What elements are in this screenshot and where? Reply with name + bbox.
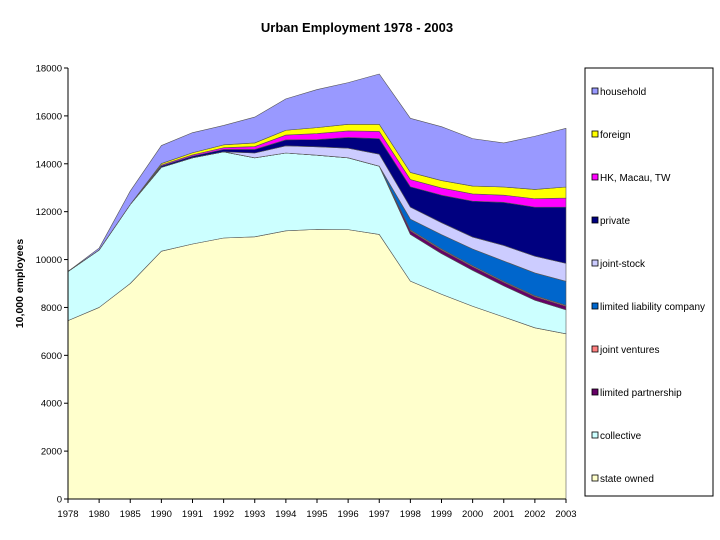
legend-label: private: [600, 216, 630, 227]
y-tick-label: 16000: [36, 111, 62, 122]
legend-swatch: [591, 345, 599, 353]
legend-swatch: [591, 173, 599, 181]
legend-label: household: [600, 87, 646, 98]
legend-label: collective: [600, 431, 642, 442]
legend-label: joint ventures: [599, 345, 659, 356]
legend-label: HK, Macau, TW: [600, 173, 671, 184]
y-tick-label: 4000: [41, 399, 62, 410]
y-tick-label: 0: [57, 495, 62, 506]
x-tick-label: 1995: [306, 509, 327, 520]
x-tick-label: 1997: [369, 509, 390, 520]
x-tick-label: 2001: [493, 509, 514, 520]
x-tick-label: 1993: [244, 509, 265, 520]
legend-swatch: [591, 130, 599, 138]
y-axis-title: 10,000 employees: [14, 239, 26, 328]
legend-label: limited partnership: [600, 388, 682, 399]
legend-swatch: [591, 431, 599, 439]
legend-swatch: [591, 302, 599, 310]
legend-swatch: [591, 259, 599, 267]
x-tick-label: 1996: [338, 509, 359, 520]
y-tick-label: 2000: [41, 447, 62, 458]
chart-title: Urban Employment 1978 - 2003: [260, 20, 454, 35]
y-tick-label: 14000: [36, 159, 62, 170]
legend-label: state owned: [600, 474, 654, 485]
y-tick-label: 10000: [36, 255, 62, 266]
legend-swatch: [591, 87, 599, 95]
area-household: [67, 73, 567, 272]
x-tick-label: 1992: [213, 509, 234, 520]
x-tick-label: 2000: [462, 509, 483, 520]
stacked-areas: [67, 73, 567, 500]
x-tick-label: 1994: [275, 509, 296, 520]
legend-label: joint-stock: [599, 259, 646, 270]
y-tick-label: 12000: [36, 207, 62, 218]
x-tick-label: 1998: [400, 509, 421, 520]
legend-swatch: [591, 474, 599, 482]
legend-label: limited liability company: [600, 302, 705, 313]
x-tick-label: 2003: [555, 509, 576, 520]
y-tick-label: 18000: [36, 64, 62, 75]
x-tick-label: 2002: [524, 509, 545, 520]
y-tick-label: 8000: [41, 303, 62, 314]
legend-label: foreign: [600, 130, 631, 141]
x-tick-label: 1991: [182, 509, 203, 520]
x-tick-label: 1999: [431, 509, 452, 520]
legend: household foreign HK, Macau, TW private join…: [584, 67, 714, 497]
x-tick-label: 1985: [120, 509, 141, 520]
legend-box: [584, 67, 714, 497]
legend-swatch: [591, 216, 599, 224]
y-tick-label: 6000: [41, 351, 62, 362]
legend-swatch: [591, 388, 599, 396]
axes: 0 2000 4000 6000 8000 10000 12000 14000 16000 180…: [14, 64, 577, 521]
x-tick-label: 1990: [151, 509, 172, 520]
x-tick-label: 1978: [57, 509, 78, 520]
x-tick-label: 1980: [89, 509, 110, 520]
